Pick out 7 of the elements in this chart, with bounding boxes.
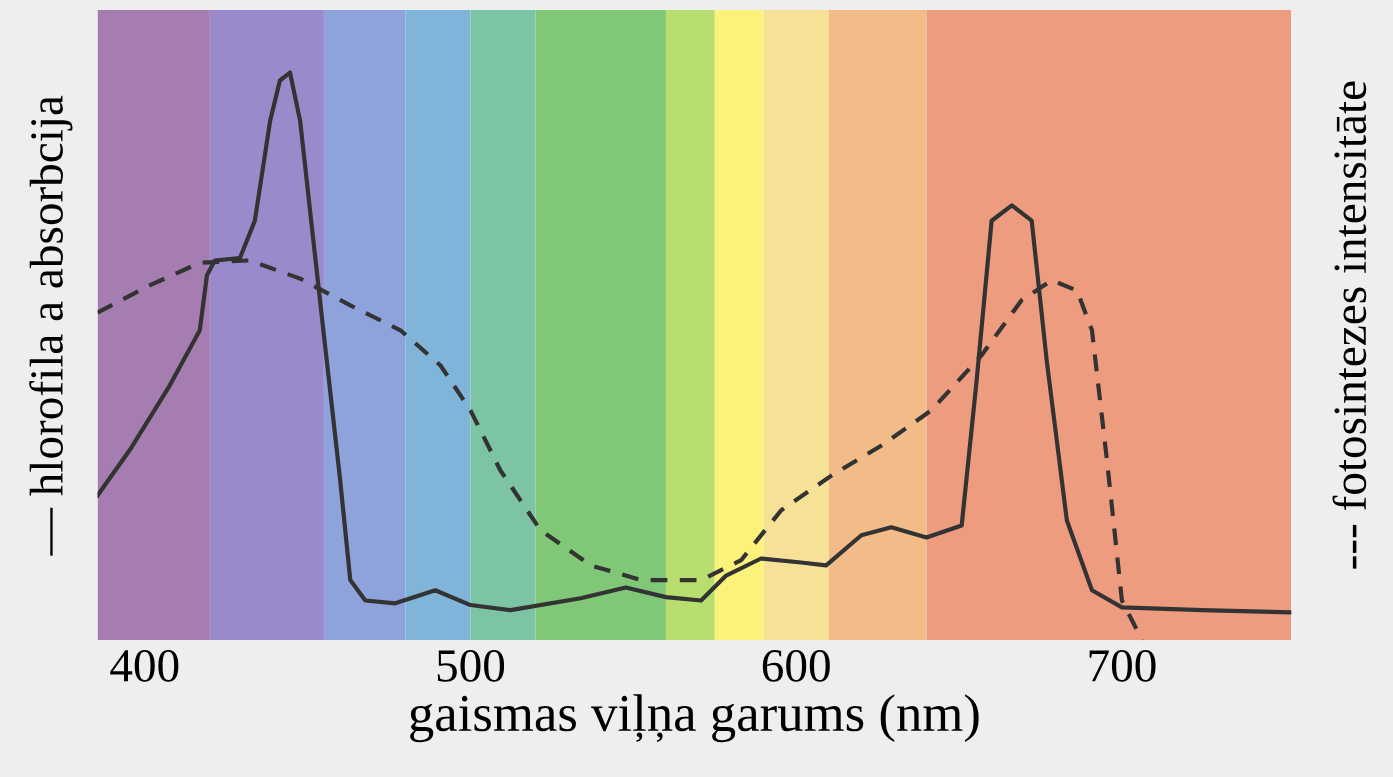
y-axis-title: — hlorofila a absorbcija <box>29 95 73 556</box>
x-axis-title: gaismas viļņa garums (nm) <box>410 694 979 743</box>
x-tick-label: 700 <box>1089 649 1156 682</box>
x-tick-label: 400 <box>110 649 179 682</box>
x-tick-label: 600 <box>762 649 830 682</box>
x-tick-label: 500 <box>437 649 505 682</box>
y2-axis-title: --- fotosintezes intensitāte <box>1332 81 1367 569</box>
